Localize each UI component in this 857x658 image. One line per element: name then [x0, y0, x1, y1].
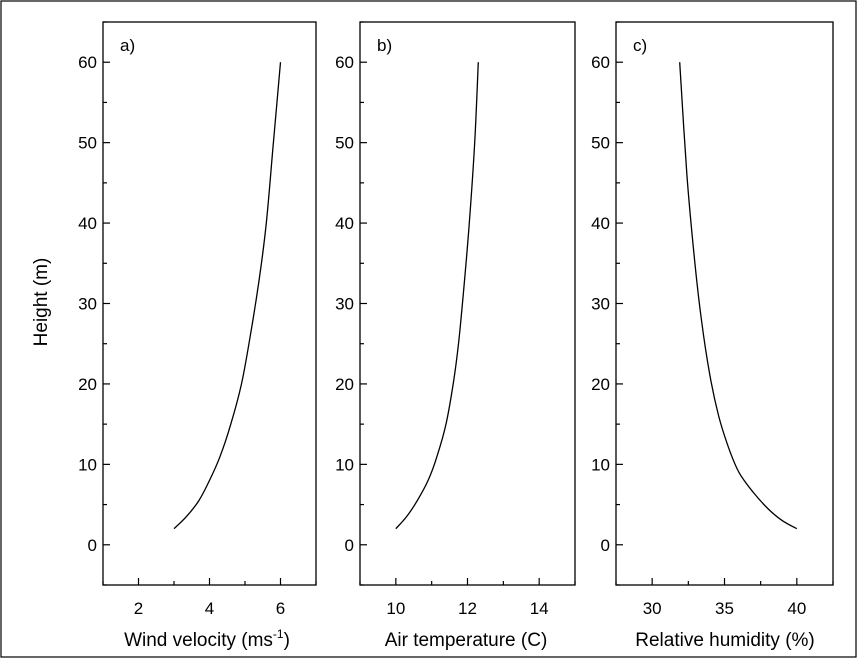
x-axis-title-c: Relative humidity (%)	[635, 630, 815, 651]
x-tick-label-b: 10	[386, 599, 405, 618]
x-tick-label-a: 4	[205, 599, 214, 618]
panel-a: 0 10 20 30 40 50 60 2 4 6 a)	[78, 21, 317, 618]
y-tick-label-a: 40	[78, 214, 97, 233]
y-tick-label-a: 30	[78, 295, 97, 314]
panel-label-a: a)	[120, 36, 135, 55]
y-tick-label-c: 10	[591, 455, 610, 474]
profile-line-c	[679, 62, 798, 530]
x-tick-label-c: 35	[715, 599, 734, 618]
y-axis-title: Height (m)	[31, 258, 52, 347]
x-tick-label-c: 30	[643, 599, 662, 618]
x-axis-title-b: Air temperature (C)	[385, 630, 548, 651]
y-tick-label-b: 40	[335, 214, 354, 233]
y-tick-label-a: 50	[78, 134, 97, 153]
panel-b: 0 10 20 30 40 50 60 10 12 14 b)	[335, 21, 576, 618]
y-tick-label-c: 0	[601, 536, 610, 555]
y-tick-label-c: 30	[591, 295, 610, 314]
panel-c: 0 10 20 30 40 50 60 30 35 40 c)	[591, 21, 834, 618]
y-tick-label-c: 20	[591, 375, 610, 394]
x-tick-label-c: 40	[787, 599, 806, 618]
y-tick-label-c: 60	[591, 53, 610, 72]
panel-label-b: b)	[377, 36, 392, 55]
y-tick-label-c: 50	[591, 134, 610, 153]
y-tick-label-b: 20	[335, 375, 354, 394]
x-tick-label-b: 14	[530, 599, 549, 618]
x-axis-title-a-superscript: -1	[273, 627, 284, 641]
y-tick-label-b: 50	[335, 134, 354, 153]
panel-label-c: c)	[633, 36, 647, 55]
y-tick-label-b: 30	[335, 295, 354, 314]
profile-line-a	[173, 62, 282, 530]
x-tick-label-a: 6	[276, 599, 285, 618]
y-tick-label-a: 20	[78, 375, 97, 394]
y-tick-label-b: 10	[335, 455, 354, 474]
x-axis-title-a: Wind velocity (ms-1)	[124, 627, 290, 651]
x-axis-title-a-tail: )	[284, 630, 290, 651]
profile-line-b	[395, 62, 479, 530]
y-tick-label-a: 10	[78, 455, 97, 474]
y-tick-label-b: 0	[345, 536, 354, 555]
y-tick-label-a: 60	[78, 53, 97, 72]
x-tick-label-a: 2	[134, 599, 143, 618]
y-tick-label-b: 60	[335, 53, 354, 72]
x-tick-label-b: 12	[458, 599, 477, 618]
y-tick-label-c: 40	[591, 214, 610, 233]
y-tick-label-a: 0	[88, 536, 97, 555]
